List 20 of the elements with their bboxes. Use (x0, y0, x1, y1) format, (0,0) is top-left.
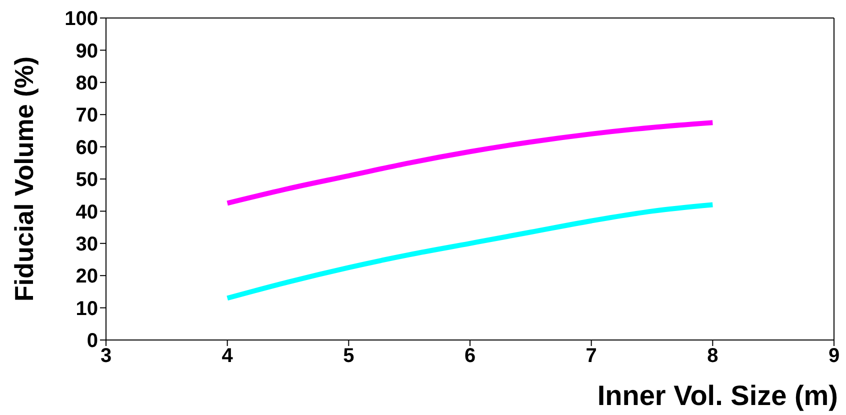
x-tick-label: 5 (343, 345, 354, 368)
x-tick-label: 4 (222, 345, 234, 368)
y-tick-label: 40 (76, 201, 98, 224)
y-tick-label: 70 (76, 104, 98, 127)
y-tick-label: 0 (86, 330, 98, 352)
y-tick-label: 30 (76, 234, 98, 256)
x-tick-label: 6 (464, 345, 476, 368)
y-tick-label: 90 (76, 40, 98, 62)
y-axis-title: Fiducial Volume (%) (9, 56, 39, 302)
x-tick-label: 9 (828, 345, 840, 368)
y-tick-label: 60 (76, 136, 98, 159)
y-tick-label: 50 (76, 169, 98, 192)
x-tick-label: 3 (100, 345, 112, 368)
x-tick-label: 7 (586, 345, 597, 368)
y-tick-label: 80 (76, 72, 98, 94)
x-axis-title: Inner Vol. Size (m) (597, 380, 838, 411)
y-tick-label: 10 (76, 298, 98, 320)
y-tick-label: 20 (76, 266, 98, 288)
x-tick-label: 8 (707, 345, 718, 368)
y-tick-label: 100 (64, 8, 98, 30)
